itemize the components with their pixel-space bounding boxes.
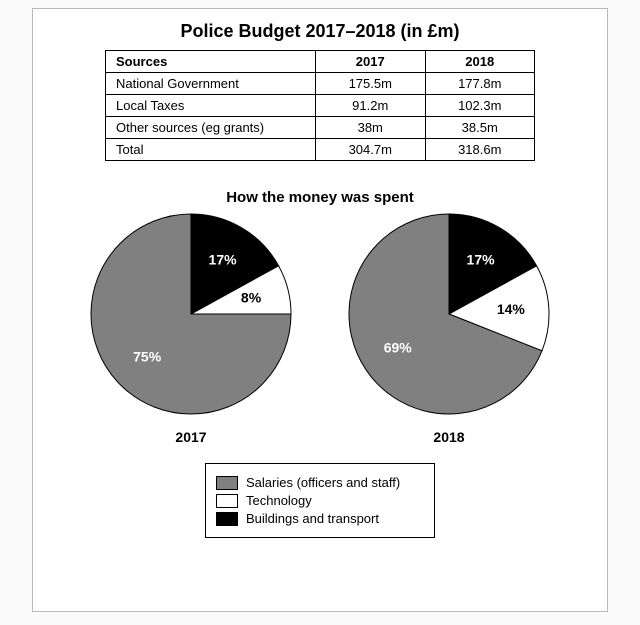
pie-2018-label: 2018 [347,429,551,445]
swatch-buildings [216,512,238,526]
col-2017: 2017 [316,51,426,73]
table-row: Other sources (eg grants) 38m 38.5m [106,117,535,139]
cell-2018: 102.3m [425,95,535,117]
legend-box: Salaries (officers and staff) Technology… [205,463,435,538]
cell-2017: 304.7m [316,139,426,161]
table-row-total: Total 304.7m 318.6m [106,139,535,161]
canvas: Police Budget 2017–2018 (in £m) Sources … [0,0,640,625]
cell-source: Total [106,139,316,161]
page-title: Police Budget 2017–2018 (in £m) [33,21,607,42]
pie-slice-label: 17% [467,251,496,267]
legend-label: Salaries (officers and staff) [246,475,400,490]
cell-2018: 38.5m [425,117,535,139]
table-header-row: Sources 2017 2018 [106,51,535,73]
pie-2018: 17% 14% 69% [347,212,551,416]
col-sources: Sources [106,51,316,73]
pie-slice-label: 75% [133,349,162,365]
swatch-salaries [216,476,238,490]
table-row: National Government 175.5m 177.8m [106,73,535,95]
pie-2017-label: 2017 [89,429,293,445]
cell-2018: 177.8m [425,73,535,95]
pie-2017: 17% 8% 75% [89,212,293,416]
cell-2017: 38m [316,117,426,139]
pie-slice-label: 17% [209,251,238,267]
cell-2018: 318.6m [425,139,535,161]
legend-label: Technology [246,493,312,508]
legend-item-salaries: Salaries (officers and staff) [216,475,424,490]
cell-2017: 175.5m [316,73,426,95]
budget-table: Sources 2017 2018 National Government 17… [105,50,535,161]
cell-2017: 91.2m [316,95,426,117]
table-row: Local Taxes 91.2m 102.3m [106,95,535,117]
legend-item-technology: Technology [216,493,424,508]
chart-frame: Police Budget 2017–2018 (in £m) Sources … [32,8,608,612]
pie-2017-wrap: 17% 8% 75% 2017 [89,212,293,445]
cell-source: National Government [106,73,316,95]
pie-section-title: How the money was spent [33,189,607,206]
pie-2018-wrap: 17% 14% 69% 2018 [347,212,551,445]
cell-source: Local Taxes [106,95,316,117]
pies-container: 17% 8% 75% 2017 17% 14% 69% 2018 [33,212,607,445]
pie-slice-label: 8% [241,289,262,305]
col-2018: 2018 [425,51,535,73]
pie-slice-label: 69% [384,340,413,356]
swatch-technology [216,494,238,508]
legend-item-buildings: Buildings and transport [216,511,424,526]
cell-source: Other sources (eg grants) [106,117,316,139]
pie-slice-label: 14% [497,301,526,317]
legend-label: Buildings and transport [246,511,379,526]
